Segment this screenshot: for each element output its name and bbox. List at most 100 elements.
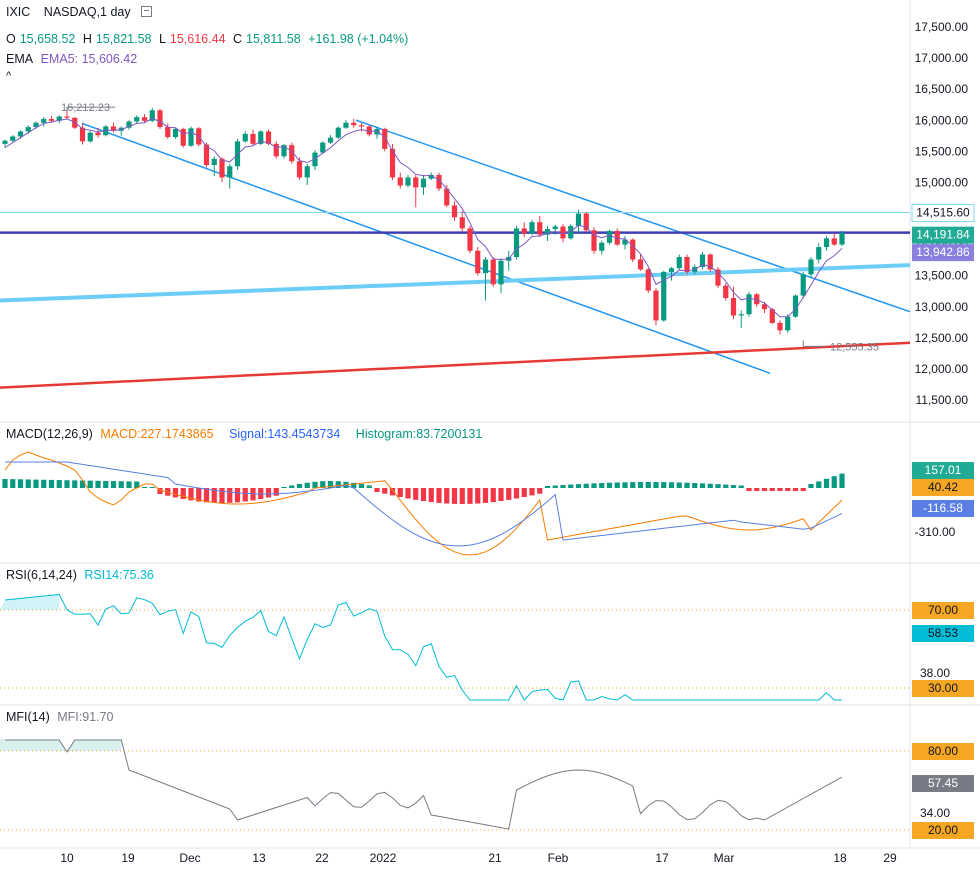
ema-label[interactable]: EMA <box>6 52 34 66</box>
candle-body <box>583 213 589 231</box>
macd-histogram-bar <box>723 484 729 488</box>
candle-body <box>203 144 210 166</box>
macd-histogram-bar <box>552 485 558 488</box>
candle-body <box>258 131 264 144</box>
time-tick-label: Feb <box>548 851 569 865</box>
resistance-label-border <box>911 204 975 223</box>
candle-body <box>529 222 535 234</box>
red-trend-line <box>0 341 911 389</box>
macd-histogram-bar <box>64 480 70 488</box>
macd-histogram-bar <box>72 480 78 488</box>
macd-histogram-bar <box>839 473 845 488</box>
macd-histogram-bar <box>630 482 636 488</box>
mfi-title[interactable]: MFI(14) <box>6 710 50 724</box>
macd-histogram-bar <box>668 482 675 488</box>
candle-body <box>366 126 372 135</box>
candle-body <box>792 295 799 317</box>
resistance-price-label-bg <box>912 204 974 222</box>
macd-histogram-bar <box>676 482 682 488</box>
macd-histogram-bar <box>95 480 101 488</box>
macd-histogram-bar <box>397 488 403 497</box>
macd-histogram-bar <box>560 485 566 488</box>
candle-body <box>676 257 682 269</box>
macd-histogram-bar <box>10 479 16 488</box>
symbol-name[interactable]: IXIC <box>6 5 31 19</box>
details-icon[interactable] <box>140 6 152 18</box>
candle-body <box>428 174 434 179</box>
price-tick-label: 12,500.00 <box>915 331 969 345</box>
candle-body <box>126 121 132 128</box>
rsi-overbought-fill <box>0 594 60 610</box>
candle-body <box>575 213 582 226</box>
rsi-current-label-bg <box>912 625 974 642</box>
candle-body <box>165 127 171 138</box>
candle-body <box>56 116 62 121</box>
macd-histogram-bar <box>149 487 155 488</box>
candle-body <box>87 132 93 142</box>
candle-body <box>482 259 489 274</box>
macd-histogram-bar <box>544 486 551 488</box>
candle-body <box>777 322 783 331</box>
collapse-toggle[interactable]: ^ <box>6 70 12 82</box>
mfi-value: MFI:91.70 <box>57 710 114 724</box>
low-label: L <box>158 32 166 46</box>
candle-body <box>808 259 814 275</box>
candle-body <box>707 254 713 270</box>
candle-body <box>134 117 140 122</box>
macd-histogram-bar <box>692 483 698 488</box>
macd-histogram-bar <box>498 488 504 502</box>
macd-histogram-bar <box>482 488 489 503</box>
candle-body <box>103 126 109 136</box>
mfi-current-label-bg <box>912 775 974 792</box>
candle-body <box>645 269 651 291</box>
candle-body <box>405 177 411 186</box>
macd-histogram-bar <box>761 488 768 491</box>
macd-hist-label: 157.01 <box>925 463 962 477</box>
candle-body <box>211 158 217 166</box>
candle-body <box>451 205 458 218</box>
macd-histogram-bar <box>188 488 194 501</box>
candle-body <box>397 177 403 186</box>
macd-title[interactable]: MACD(12,26,9) <box>6 427 93 441</box>
rsi-title[interactable]: RSI(6,14,24) <box>6 568 77 582</box>
candle-body <box>560 226 566 239</box>
macd-histogram-bar <box>358 484 365 488</box>
candle-body <box>64 116 70 118</box>
candle-body <box>699 254 706 267</box>
macd-histogram-bar <box>785 488 791 491</box>
price-tick-label: 17,500.00 <box>915 20 969 34</box>
candle-body <box>738 314 744 316</box>
candle-body <box>110 126 117 131</box>
macd-histogram-bar <box>389 488 396 496</box>
macd-histogram-bar <box>715 484 721 488</box>
macd-histogram-bar <box>304 482 310 488</box>
candle-body <box>769 309 775 323</box>
macd-histogram-bar <box>575 484 582 488</box>
candle-body <box>335 127 341 138</box>
candle-body <box>459 217 465 229</box>
candle-body <box>606 230 613 243</box>
macd-histogram-bar <box>87 480 93 488</box>
candle-body <box>599 242 605 251</box>
candle-body <box>730 298 737 316</box>
macd-histogram-bar <box>459 488 465 504</box>
candle-body <box>2 140 8 144</box>
rsi-value: RSI14:75.36 <box>84 568 154 582</box>
rsi-upper-label: 70.00 <box>928 603 958 617</box>
macd-histogram-bar <box>296 484 303 488</box>
candle-body <box>544 229 551 235</box>
macd-histogram-bar <box>754 488 760 491</box>
mfi-lower-label-bg <box>912 822 974 839</box>
channel-lower-line <box>81 122 771 374</box>
macd-histogram-bar <box>490 488 496 503</box>
candle-body <box>444 188 450 206</box>
low-value: 15,616.44 <box>169 32 226 46</box>
candle-body <box>289 145 295 162</box>
signal-value-label-bg <box>912 500 974 517</box>
macd-histogram-bar <box>614 482 620 488</box>
low-annotation: 12,555.35 <box>830 341 879 353</box>
candle-body <box>320 142 326 153</box>
macd-histogram-bar <box>467 488 473 504</box>
mfi-legend: MFI(14) MFI:91.70 <box>6 710 118 724</box>
